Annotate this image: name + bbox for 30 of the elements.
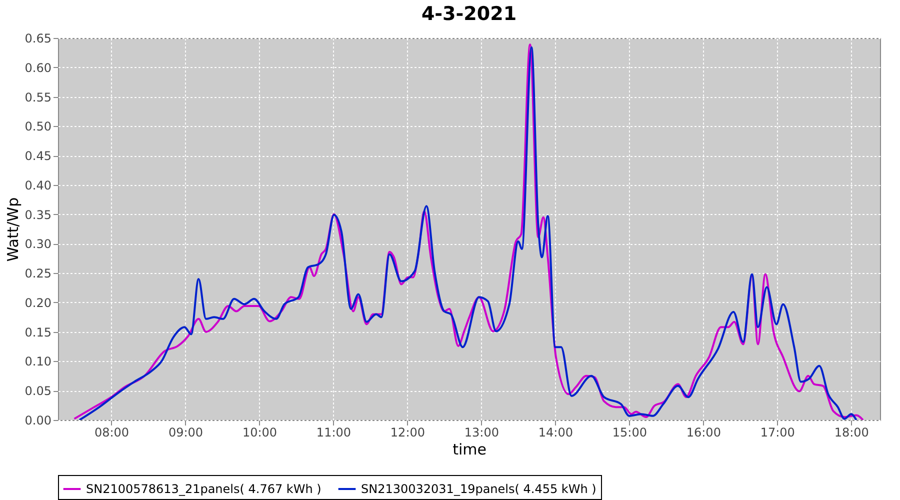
y-axis-title: Watt/Wp (4, 197, 22, 262)
y-tick-label: 0.65 (24, 32, 52, 46)
y-tick-label: 0.05 (24, 384, 52, 398)
x-tick-label: 10:00 (242, 426, 278, 440)
x-tick-label: 15:00 (612, 426, 647, 440)
x-tick-label: 08:00 (94, 426, 130, 440)
y-tick-label: 0.00 (24, 414, 52, 428)
y-tick-label: 0.15 (24, 325, 52, 340)
y-tick-label: 0.40 (24, 178, 52, 192)
x-tick-label: 11:00 (316, 426, 352, 440)
x-tick-label: 17:00 (760, 426, 795, 440)
legend-label: SN2100578613_21panels( 4.767 kWh ) (86, 482, 322, 496)
y-tick-label: 0.10 (24, 354, 52, 369)
y-tick-label: 0.30 (24, 237, 52, 252)
chart-title: 4-3-2021 (421, 3, 517, 25)
x-tick-label: 12:00 (390, 426, 426, 440)
y-tick-label: 0.55 (24, 90, 52, 104)
x-tick-label: 09:00 (168, 426, 204, 440)
x-tick-label: 14:00 (538, 426, 573, 440)
x-tick-label: 18:00 (834, 426, 869, 440)
x-tick-label: 13:00 (464, 426, 500, 440)
x-tick-label: 16:00 (686, 426, 721, 440)
y-tick-label: 0.60 (24, 60, 52, 75)
y-tick-label: 0.50 (24, 120, 52, 134)
y-tick-label: 0.20 (24, 296, 52, 310)
x-axis-title: time (452, 440, 486, 458)
y-tick-label: 0.45 (24, 149, 52, 164)
y-tick-label: 0.25 (24, 266, 52, 281)
y-tick-label: 0.35 (24, 208, 52, 222)
legend-label: SN2130032031_19panels( 4.455 kWh ) (361, 482, 596, 496)
